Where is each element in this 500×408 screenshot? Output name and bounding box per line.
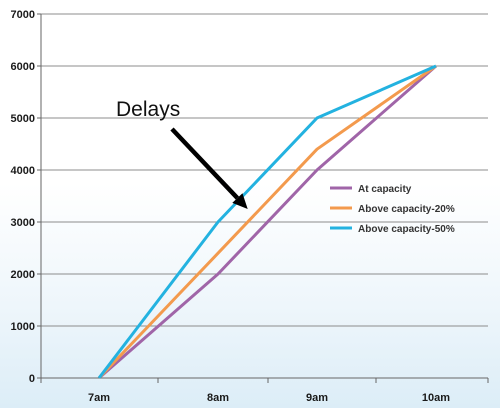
x-tick-label: 10am	[422, 392, 450, 404]
y-tick-label: 7000	[11, 9, 35, 21]
y-tick-label: 6000	[11, 61, 35, 73]
series-line-2	[97, 64, 437, 379]
annotation-text: Delays	[116, 98, 180, 121]
gridlines	[41, 13, 488, 327]
axes: 0 1000 2000 3000 4000 5000 6000 7000 7am 8am 9am 10…	[11, 9, 489, 404]
x-tick-label: 8am	[207, 392, 229, 404]
legend: At capacity Above capacity-20% Above capac…	[330, 184, 455, 235]
series-lines	[97, 64, 437, 380]
y-tick-label: 3000	[11, 217, 35, 229]
series-line-1	[97, 64, 437, 380]
legend-label-1: Above capacity-20%	[358, 204, 455, 215]
annotation-arrow-head	[232, 193, 248, 209]
legend-label-2: Above capacity-50%	[358, 224, 455, 235]
y-tick-label: 0	[29, 373, 35, 385]
y-tick-label: 4000	[11, 165, 35, 177]
y-tick-label: 1000	[11, 321, 35, 333]
x-tick-label: 9am	[306, 392, 328, 404]
legend-label-0: At capacity	[358, 184, 412, 195]
y-tick-label: 2000	[11, 269, 35, 281]
annotation: Delays	[116, 98, 248, 209]
x-tick-label: 7am	[88, 392, 110, 404]
y-tick-label: 5000	[11, 113, 35, 125]
series-line-0	[98, 64, 437, 380]
annotation-arrow-shaft	[170, 127, 240, 200]
